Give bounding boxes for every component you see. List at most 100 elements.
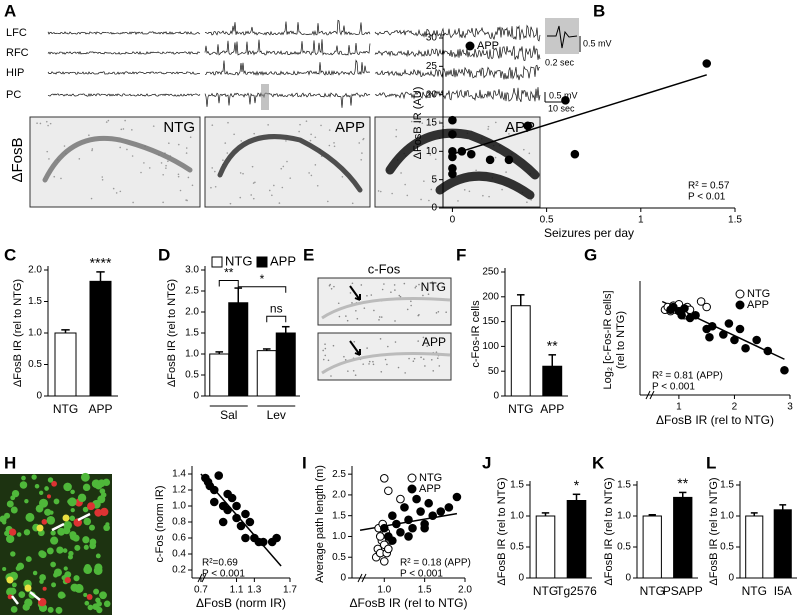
axis-break — [201, 573, 207, 583]
point — [408, 523, 417, 533]
cell-dot — [42, 586, 47, 591]
bar — [54, 332, 77, 397]
point — [272, 533, 281, 543]
significance: * — [574, 477, 580, 493]
y-tick-label: 1.5 — [28, 296, 42, 307]
texture-dot — [177, 175, 180, 178]
texture-dot — [101, 178, 104, 181]
annotation: P < 0.001 — [400, 569, 443, 580]
texture-dot — [168, 142, 170, 145]
point — [452, 492, 462, 502]
y-tick-label: 1.4 — [172, 469, 186, 480]
texture-dot — [309, 139, 312, 142]
texture-dot — [314, 136, 317, 139]
texture-dot — [377, 190, 380, 192]
point — [400, 503, 409, 512]
texture-dot — [165, 167, 167, 169]
x-tick-label: 2.0 — [458, 585, 472, 596]
texture-dot — [422, 336, 425, 339]
texture-dot — [333, 142, 335, 144]
cell-dot — [63, 566, 68, 571]
texture-dot — [430, 359, 433, 361]
y-tick-label: 0.5 — [332, 552, 346, 563]
texture-dot — [328, 144, 331, 147]
point — [232, 513, 241, 523]
point — [707, 321, 717, 331]
y-axis-label: ΔFosB IR (AU) — [412, 87, 424, 160]
cell-dot — [41, 519, 48, 525]
cell-dot — [47, 606, 54, 613]
cell-dot — [4, 530, 10, 537]
bar — [673, 496, 693, 579]
bracket — [266, 315, 287, 323]
panel-letter: F — [456, 245, 466, 264]
panel-letter: A — [4, 1, 16, 20]
cell-dot — [77, 493, 87, 503]
cell-dot — [82, 536, 90, 544]
axis-break — [197, 573, 203, 583]
x-tick-label: APP — [88, 402, 112, 416]
texture-dot — [418, 313, 420, 316]
tissue-band — [321, 297, 451, 320]
texture-dot — [394, 289, 396, 291]
texture-dot — [410, 120, 413, 123]
texture-dot — [387, 345, 389, 348]
image-label: NTG — [421, 280, 446, 294]
texture-dot — [122, 128, 125, 130]
texture-dot — [530, 199, 533, 201]
annotation: P < 0.001 — [202, 569, 245, 580]
x-tick-label: NTG — [742, 584, 767, 598]
texture-dot — [341, 175, 344, 178]
point — [384, 544, 393, 554]
eeg-trace — [204, 92, 371, 108]
cell-dot — [86, 594, 93, 600]
cell-dot — [51, 582, 57, 588]
texture-dot — [49, 122, 52, 125]
texture-dot — [408, 357, 410, 360]
y-tick-label: 200 — [482, 291, 499, 302]
texture-dot — [406, 308, 409, 311]
texture-dot — [355, 309, 357, 312]
texture-dot — [240, 140, 243, 142]
cell-dot — [46, 516, 56, 525]
y-axis-label: ΔFosB IR (rel to NTG) — [166, 279, 178, 387]
point — [384, 486, 393, 496]
texture-dot — [420, 198, 422, 201]
texture-dot — [226, 152, 229, 154]
axis-break — [361, 573, 367, 583]
cell-dot — [55, 606, 63, 614]
cell-dot — [70, 489, 75, 495]
x-tick-label: 1.5 — [418, 585, 432, 596]
cell-dot — [44, 486, 49, 491]
y-tick-label: 1.0 — [720, 511, 734, 522]
texture-dot — [445, 311, 447, 314]
texture-dot — [463, 189, 466, 191]
scale-label: 0.5 mV — [549, 90, 578, 100]
y-tick-label: 1.2 — [172, 485, 186, 496]
cell-dot — [50, 530, 56, 536]
bar — [542, 365, 563, 397]
texture-dot — [271, 194, 273, 197]
point — [702, 59, 712, 68]
axis-break — [645, 390, 651, 400]
legend-swatch — [256, 256, 268, 268]
panel-letter: H — [4, 453, 16, 472]
texture-dot — [152, 125, 155, 127]
texture-dot — [438, 365, 441, 367]
texture-dot — [214, 185, 217, 188]
x-tick-label: PSAPP — [663, 584, 703, 598]
texture-dot — [222, 159, 224, 161]
texture-dot — [327, 359, 330, 362]
y-axis-label: Log₂ [c-Fos-IR cells] — [602, 290, 614, 389]
y-axis-label: ΔFosB IR (rel to NTG) — [708, 477, 720, 585]
panel-letter: C — [4, 245, 16, 264]
y-tick-label: 0 — [625, 573, 631, 584]
cell-dot — [11, 582, 17, 588]
texture-dot — [423, 180, 425, 182]
texture-dot — [435, 285, 438, 287]
cell-dot — [87, 502, 95, 511]
texture-dot — [380, 316, 383, 318]
point — [457, 147, 467, 156]
texture-dot — [333, 285, 335, 288]
